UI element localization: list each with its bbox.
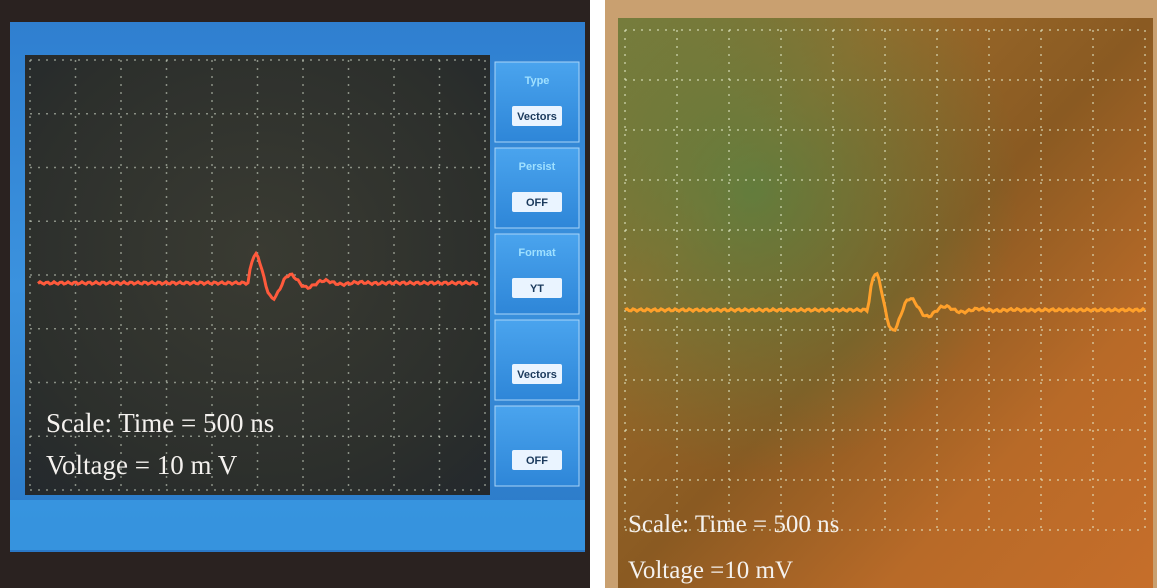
left-caption-line: Voltage = 10 m V bbox=[46, 450, 238, 480]
right-caption-line: Voltage =10 mV bbox=[628, 557, 793, 584]
menu-button bbox=[495, 62, 579, 142]
menu-label: Type bbox=[525, 75, 550, 87]
menu-label: Format bbox=[518, 247, 556, 259]
menu-button bbox=[495, 148, 579, 228]
menu-value: Vectors bbox=[517, 369, 557, 381]
menu-value: YT bbox=[530, 283, 544, 295]
menu-label: Persist bbox=[519, 161, 556, 173]
right-caption-line: Scale: Time = 500 ns bbox=[628, 511, 839, 538]
menu-button bbox=[495, 406, 579, 486]
menu-button bbox=[495, 320, 579, 400]
menu-button bbox=[495, 234, 579, 314]
menu-value: Vectors bbox=[517, 111, 557, 123]
left-status-bar bbox=[10, 500, 585, 550]
menu-value: OFF bbox=[526, 197, 548, 209]
left-caption-line: Scale: Time = 500 ns bbox=[46, 408, 274, 438]
photo-pair: TypeVectorsPersistOFFFormatYTVectorsOFF … bbox=[0, 0, 1157, 588]
menu-value: OFF bbox=[526, 455, 548, 467]
